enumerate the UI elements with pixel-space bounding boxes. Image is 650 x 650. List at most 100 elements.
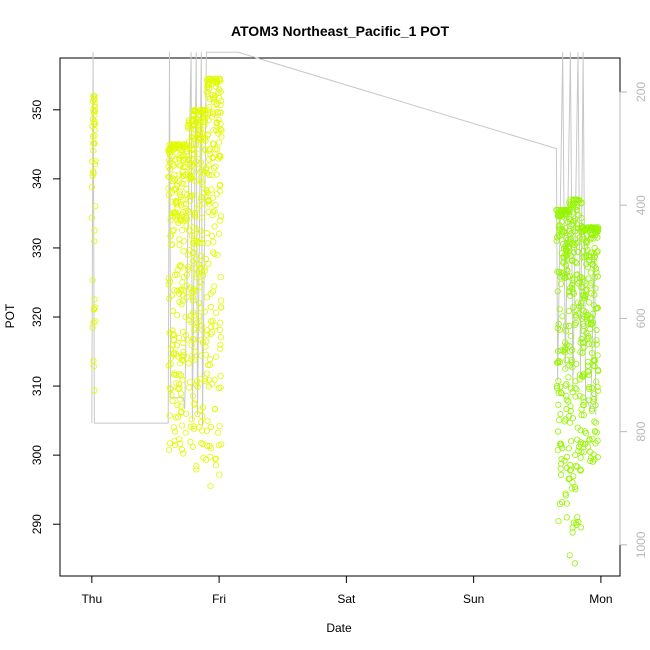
- data-point: [190, 135, 197, 142]
- data-point: [182, 201, 189, 208]
- data-point: [572, 236, 579, 243]
- data-point: [89, 116, 97, 123]
- data-point: [88, 184, 96, 191]
- data-point: [166, 385, 174, 392]
- data-point: [565, 398, 572, 405]
- data-point: [568, 282, 576, 289]
- data-point: [172, 209, 179, 216]
- data-point: [198, 352, 205, 359]
- data-point: [584, 358, 592, 365]
- data-point: [212, 462, 220, 469]
- x-tick-label: Mon: [589, 592, 612, 606]
- data-point: [558, 456, 565, 463]
- data-point: [580, 248, 587, 255]
- data-point: [209, 212, 216, 219]
- data-point: [213, 120, 220, 127]
- data-point: [89, 172, 96, 180]
- data-point: [554, 213, 562, 220]
- data-point: [218, 304, 225, 311]
- data-point: [567, 438, 575, 445]
- data-point: [588, 224, 596, 231]
- data-point: [173, 197, 180, 205]
- data-point: [208, 232, 215, 239]
- data-point: [206, 147, 213, 154]
- data-point: [168, 391, 175, 399]
- data-point: [553, 237, 560, 244]
- y2-tick-label: 1000: [634, 531, 648, 558]
- data-point: [177, 403, 184, 410]
- data-point: [584, 368, 591, 375]
- data-point: [572, 312, 579, 319]
- data-point: [217, 88, 224, 95]
- data-point: [569, 209, 577, 216]
- data-point: [218, 297, 225, 304]
- data-point: [589, 435, 596, 442]
- data-point: [210, 194, 217, 201]
- data-point: [185, 263, 192, 270]
- data-point: [581, 428, 589, 435]
- data-point: [586, 385, 593, 393]
- data-point: [197, 136, 204, 143]
- data-point: [581, 322, 588, 330]
- data-point: [169, 198, 176, 205]
- data-point: [204, 90, 211, 97]
- data-point: [166, 157, 173, 164]
- data-point: [572, 451, 579, 459]
- data-point: [573, 360, 580, 367]
- data-point: [189, 173, 196, 180]
- y2-tick-label: 600: [634, 308, 648, 328]
- data-point: [564, 239, 571, 246]
- data-point: [199, 214, 206, 221]
- data-point: [216, 423, 223, 430]
- data-point: [193, 274, 200, 281]
- data-point: [169, 330, 177, 338]
- data-point: [567, 201, 574, 209]
- data-point: [178, 446, 185, 453]
- data-point: [173, 201, 180, 208]
- data-point: [211, 376, 218, 383]
- data-point: [562, 274, 569, 281]
- data-point: [568, 356, 575, 364]
- data-point: [572, 393, 579, 400]
- data-point: [191, 265, 198, 272]
- data-point: [567, 466, 574, 473]
- data-point: [592, 224, 600, 231]
- data-point: [569, 364, 576, 371]
- data-point: [218, 213, 225, 220]
- data-point: [177, 262, 184, 269]
- data-point: [554, 288, 561, 295]
- data-point: [577, 427, 584, 434]
- data-point: [169, 342, 176, 349]
- data-point: [583, 286, 590, 293]
- data-point: [553, 384, 561, 392]
- data-point: [197, 264, 204, 272]
- data-point: [196, 202, 203, 209]
- data-point: [215, 230, 223, 237]
- data-point: [557, 465, 564, 472]
- data-point: [187, 197, 194, 204]
- data-point: [198, 439, 205, 447]
- y-tick-label: 330: [30, 238, 44, 258]
- data-point: [566, 475, 573, 482]
- data-point: [213, 75, 220, 82]
- data-point: [574, 436, 581, 443]
- data-point: [570, 304, 577, 311]
- data-point: [556, 326, 563, 333]
- data-point: [167, 346, 175, 353]
- data-point: [201, 267, 209, 274]
- data-point: [179, 227, 186, 234]
- data-point: [580, 228, 587, 235]
- data-point: [565, 374, 572, 381]
- data-point: [189, 162, 196, 169]
- data-point: [165, 446, 173, 453]
- data-point: [213, 80, 220, 87]
- data-point: [211, 250, 218, 257]
- data-point: [217, 384, 224, 391]
- data-point: [568, 229, 575, 236]
- data-point: [586, 384, 593, 391]
- data-point: [216, 471, 223, 478]
- data-point: [190, 192, 197, 199]
- data-point: [165, 185, 172, 192]
- data-point: [591, 428, 599, 435]
- data-point: [211, 223, 218, 230]
